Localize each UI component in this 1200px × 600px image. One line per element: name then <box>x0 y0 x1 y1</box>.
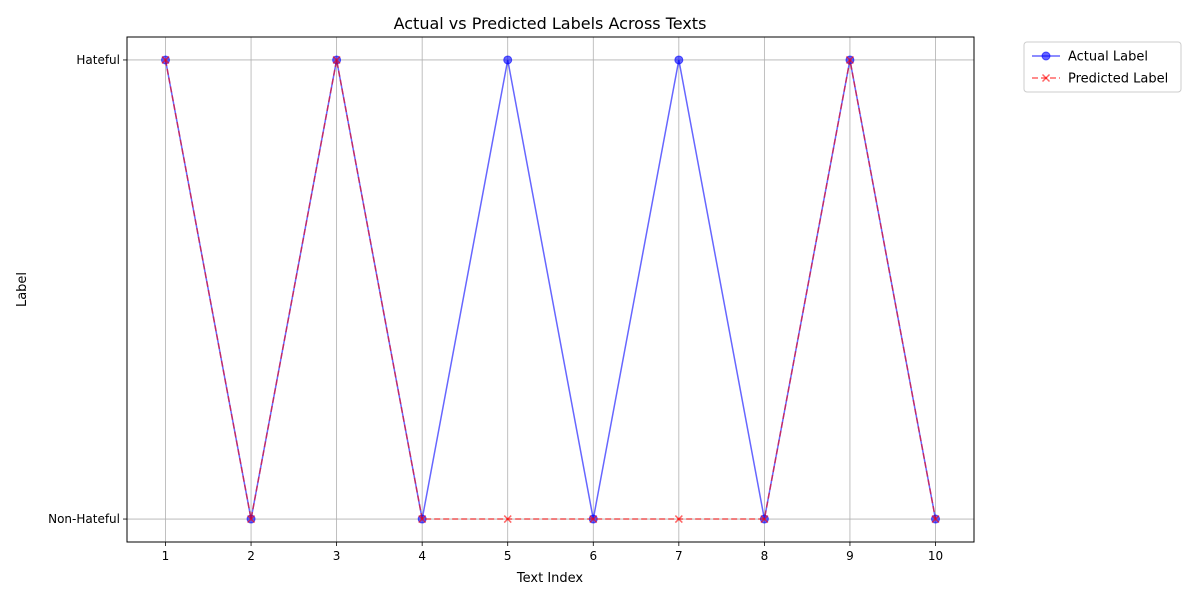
y-axis-ticks: Non-Hateful Hateful <box>48 53 127 526</box>
actual-label-series <box>161 55 940 524</box>
x-marker-stroke <box>760 515 769 524</box>
x-tick-label: 8 <box>761 549 769 563</box>
y-tick-label: Non-Hateful <box>48 512 120 526</box>
legend-label-predicted-label: Predicted Label <box>1068 72 1168 87</box>
x-marker-stroke <box>589 515 598 524</box>
predicted-label-point <box>674 515 683 524</box>
x-tick-label: 5 <box>504 549 512 563</box>
predicted-label-point <box>332 55 341 64</box>
x-tick-label: 10 <box>928 549 943 563</box>
predicted-label-line <box>164 59 937 520</box>
y-axis-label: Label <box>15 272 30 307</box>
chart-title: Actual vs Predicted Labels Across Texts <box>394 14 707 33</box>
predicted-label-point <box>760 515 769 524</box>
x-marker-stroke <box>1041 73 1051 83</box>
x-tick-label: 9 <box>846 549 854 563</box>
legend-marker-predicted-label <box>1041 73 1051 83</box>
legend-label-actual-label: Actual Label <box>1068 50 1148 65</box>
x-tick-label: 7 <box>675 549 683 563</box>
plot-frame <box>126 36 975 543</box>
x-marker-stroke <box>418 515 427 524</box>
predicted-label-point <box>503 515 512 524</box>
actual-label-point <box>674 55 684 65</box>
x-marker-stroke <box>931 515 940 524</box>
x-tick-label: 2 <box>247 549 255 563</box>
predicted-label-point <box>589 515 598 524</box>
x-tick-label: 1 <box>162 549 170 563</box>
predicted-label-point <box>247 515 256 524</box>
predicted-label-series <box>161 55 940 524</box>
predicted-label-point <box>931 515 940 524</box>
legend-frame <box>1023 41 1182 93</box>
legend-item-predicted-label: Predicted Label <box>1032 72 1168 87</box>
x-marker-stroke <box>247 515 256 524</box>
x-axis-label: Text Index <box>516 571 584 586</box>
x-marker-stroke <box>332 55 341 64</box>
x-marker-stroke <box>161 55 170 64</box>
actual-label-point <box>503 55 513 65</box>
predicted-label-point <box>845 55 854 64</box>
grid <box>127 37 974 542</box>
predicted-label-point <box>418 515 427 524</box>
x-marker-stroke <box>845 55 854 64</box>
x-marker-stroke <box>503 515 512 524</box>
x-axis-ticks: 1 2 3 4 5 6 7 8 9 10 <box>162 542 943 563</box>
legend: Actual Label Predicted Label <box>1023 41 1182 93</box>
actual-label-line <box>164 59 937 520</box>
x-tick-label: 3 <box>333 549 341 563</box>
legend-item-actual-label: Actual Label <box>1032 50 1148 65</box>
x-tick-label: 4 <box>418 549 426 563</box>
x-tick-label: 6 <box>589 549 597 563</box>
series-layer <box>161 55 940 524</box>
predicted-label-point <box>161 55 170 64</box>
x-marker-stroke <box>674 515 683 524</box>
y-tick-label: Hateful <box>76 53 120 67</box>
legend-marker-actual-label <box>1041 51 1051 61</box>
